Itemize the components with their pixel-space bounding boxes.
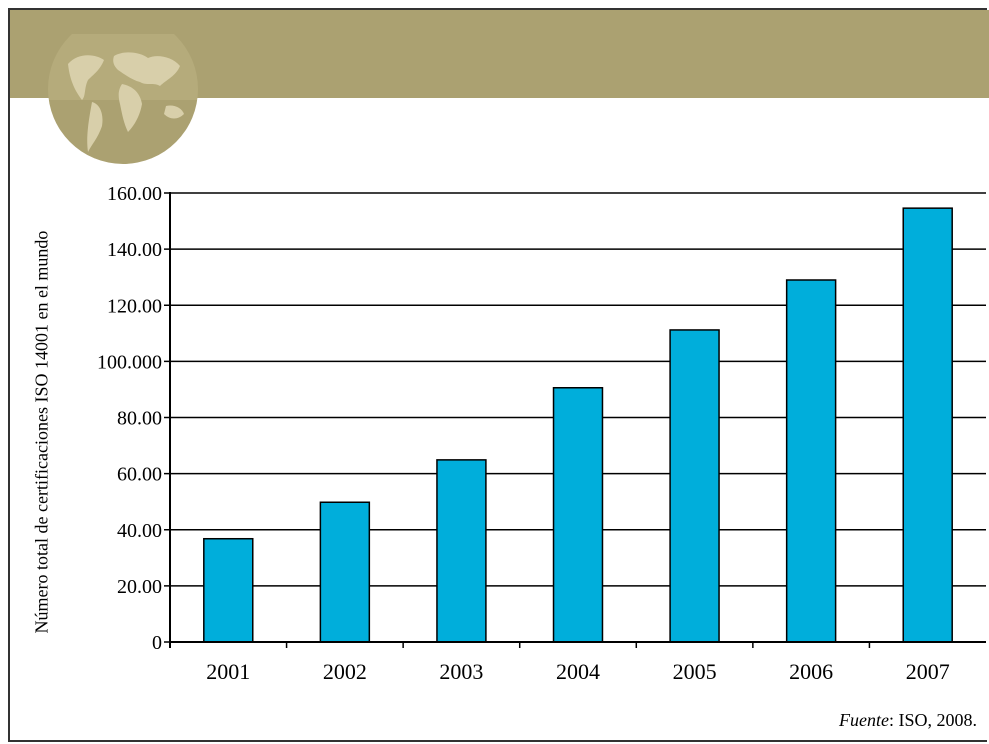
y-tick-labels: 0 20.00 40.00 60.00 80.00 100.000 120.00 140.00… (97, 183, 162, 654)
y-tick-label: 0 (152, 632, 162, 654)
y-tick-label: 100.000 (97, 351, 162, 373)
x-tick-label: 2001 (206, 659, 250, 684)
source-note: Fuente: ISO, 2008. (839, 710, 977, 731)
x-tick-labels: 2001 2002 2003 2004 2005 2006 2007 (206, 659, 949, 684)
bar-2004 (552, 387, 604, 643)
source-text: : ISO, 2008. (888, 710, 977, 730)
bar-2007 (902, 207, 953, 643)
y-tick-label: 160.00 (107, 183, 162, 205)
x-tick-label: 2006 (789, 659, 833, 684)
world-globe-logo (48, 34, 198, 164)
bar-2001 (203, 537, 254, 643)
x-tick-label: 2004 (556, 659, 600, 684)
y-tick-label: 20.00 (117, 576, 162, 598)
bar-2006 (785, 279, 837, 643)
y-tick-label: 40.00 (117, 520, 162, 542)
bar-2002 (319, 501, 371, 643)
bars (203, 207, 953, 643)
y-tick-label: 120.00 (107, 295, 162, 317)
x-tick-label: 2003 (439, 659, 483, 684)
bar-2005 (669, 329, 720, 643)
bar-2003 (436, 459, 487, 643)
source-prefix: Fuente (839, 710, 889, 730)
x-tick-label: 2007 (906, 659, 950, 684)
y-tick-label: 140.00 (107, 239, 162, 261)
x-tick-label: 2005 (673, 659, 717, 684)
axes (164, 192, 986, 648)
y-tick-label: 80.00 (117, 408, 162, 430)
x-tick-label: 2002 (323, 659, 367, 684)
y-tick-label: 60.00 (117, 464, 162, 486)
